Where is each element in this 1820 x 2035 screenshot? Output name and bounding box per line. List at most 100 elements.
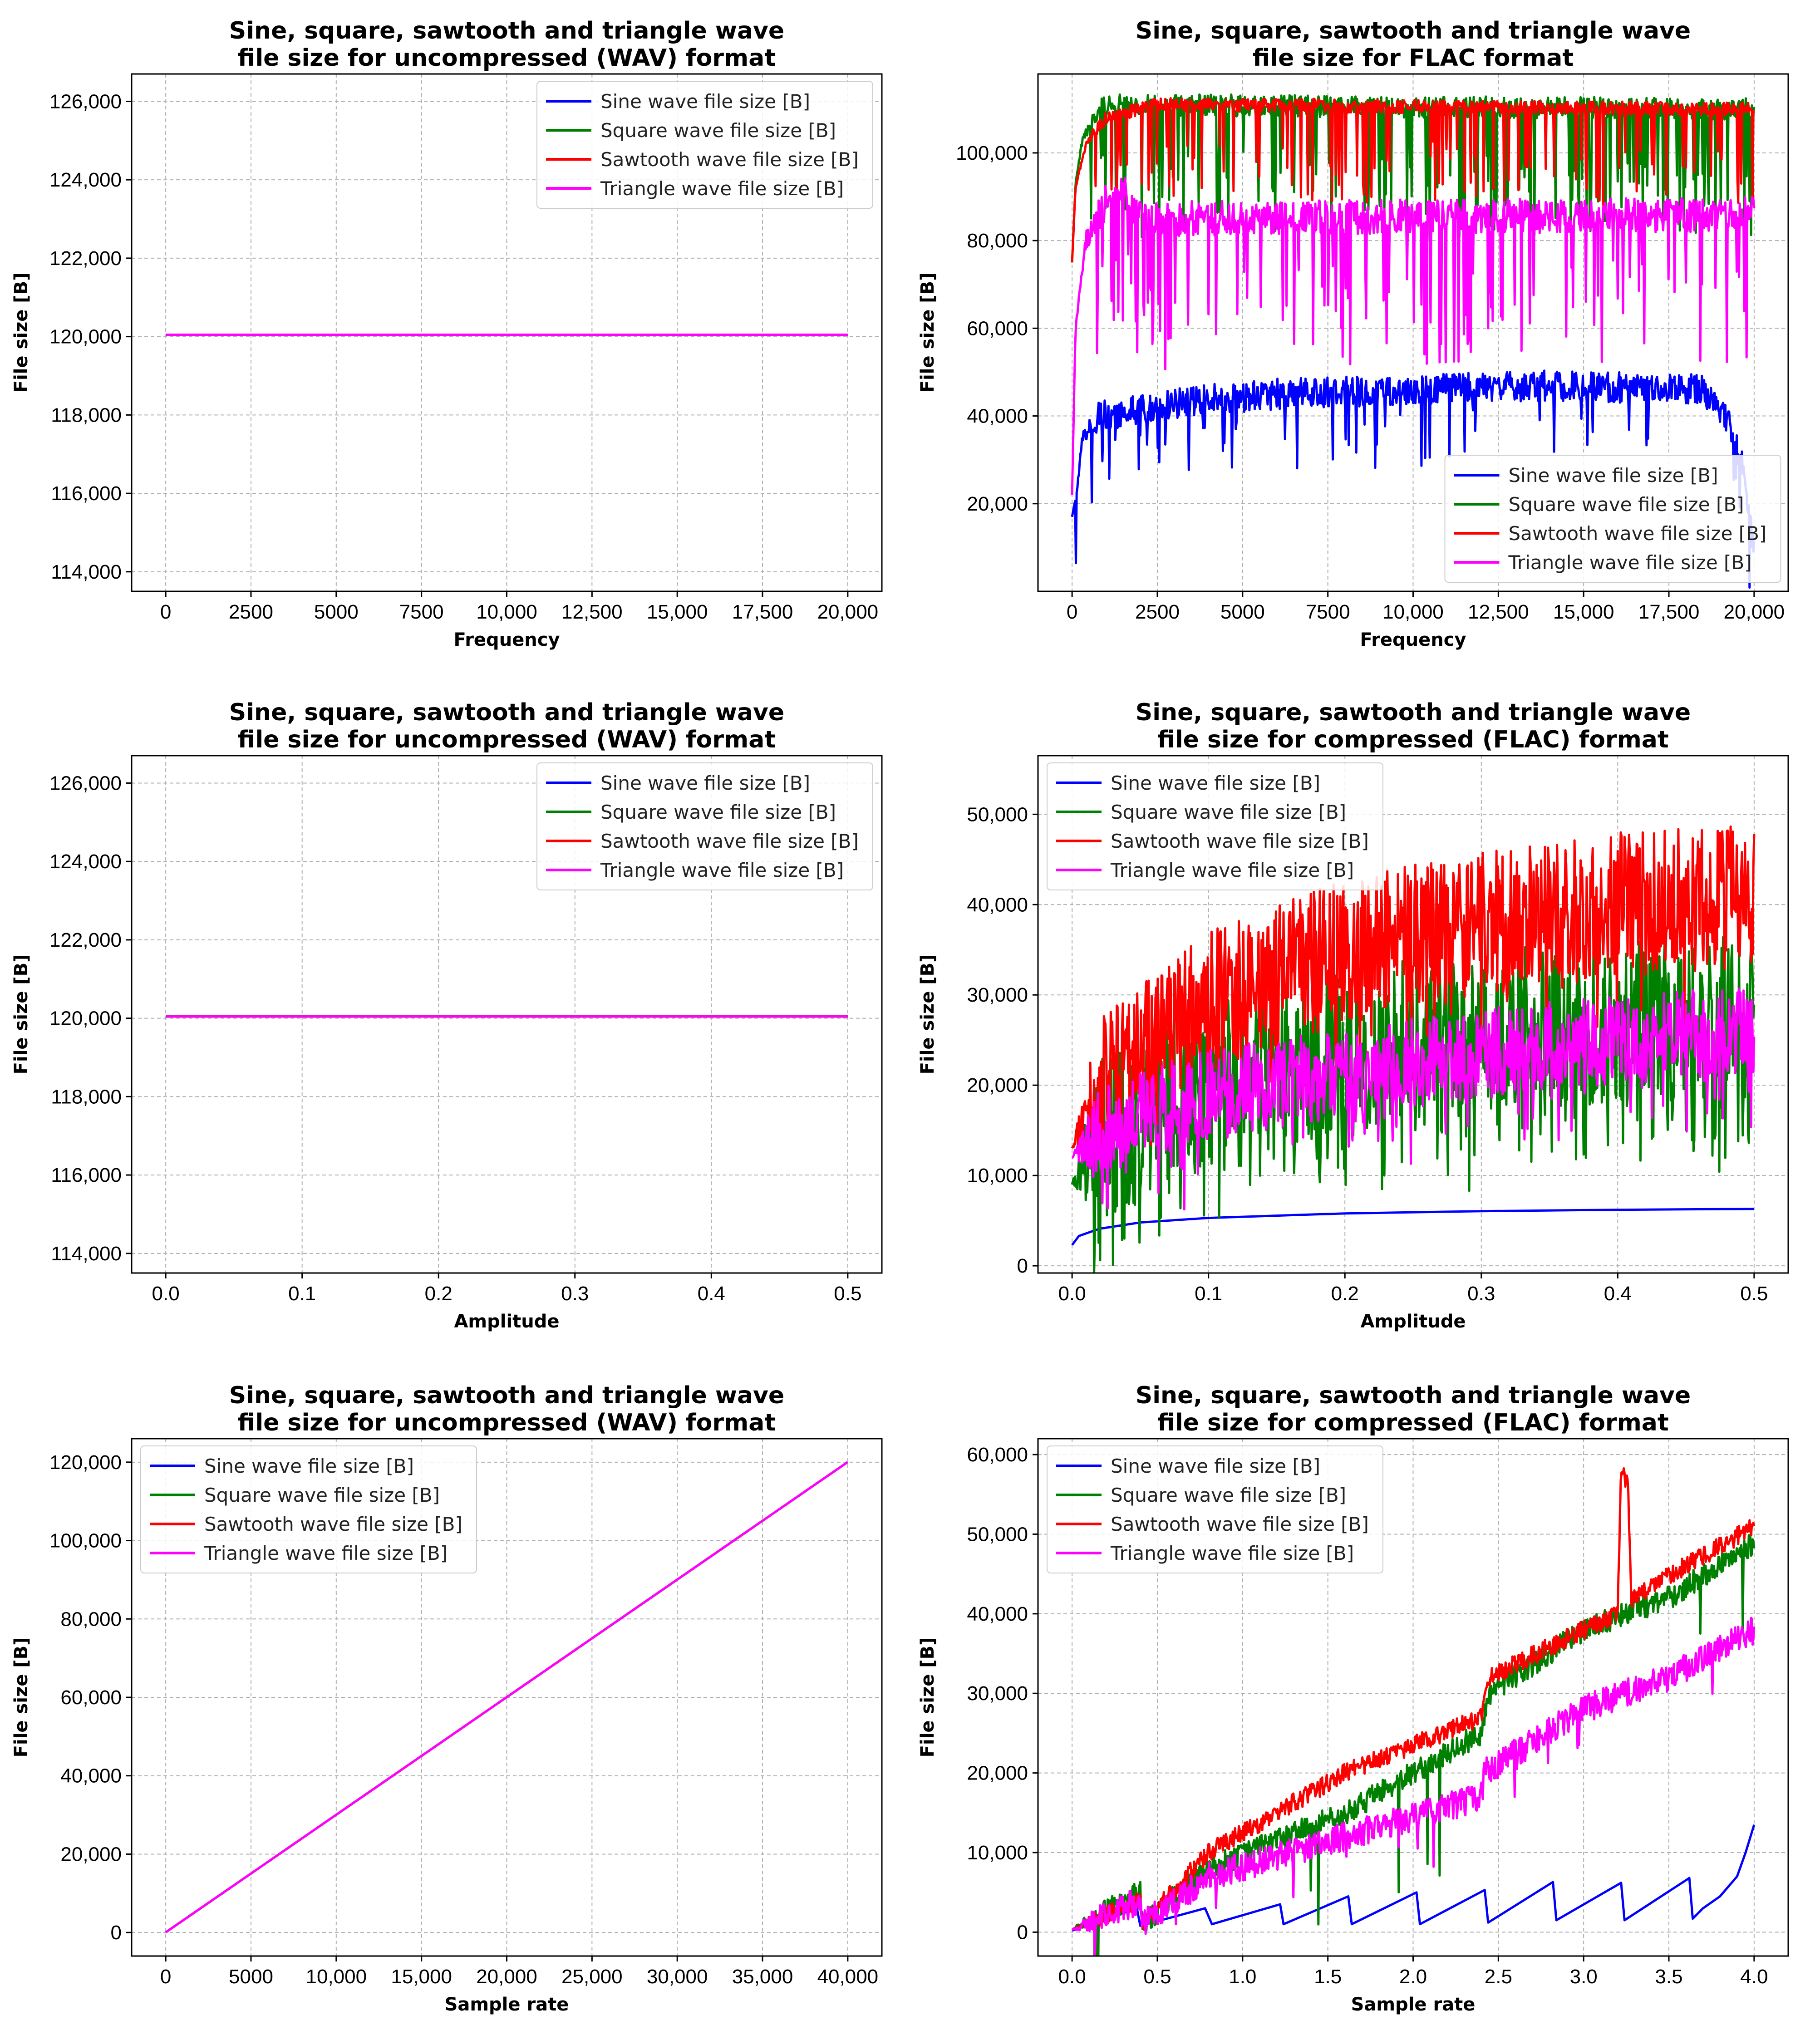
chart-6: Sine, square, sawtooth and triangle wave… <box>917 1382 1789 2015</box>
legend-label: Triangle wave file size [B] <box>600 177 844 200</box>
y-tick-label: 0 <box>1017 1921 1028 1943</box>
y-tick-label: 118,000 <box>51 1086 122 1108</box>
x-tick-label: 0.1 <box>288 1283 316 1305</box>
y-tick-label: 122,000 <box>49 247 122 270</box>
x-tick-label: 5000 <box>314 601 359 623</box>
legend-label: Sawtooth wave file size [B] <box>204 1513 462 1535</box>
legend-label: Sine wave file size [B] <box>1111 1455 1320 1477</box>
series-line-triangle <box>165 1461 849 1933</box>
series-line-sawtooth <box>1071 825 1756 1153</box>
x-axis-label: Amplitude <box>454 1311 559 1332</box>
y-tick-label: 60,000 <box>967 317 1028 339</box>
x-tick-label: 35,000 <box>732 1966 793 1988</box>
series-line-sawtooth <box>1071 97 1756 263</box>
x-tick-label: 1.5 <box>1314 1966 1342 1988</box>
y-tick-label: 10,000 <box>967 1842 1028 1864</box>
legend-label: Triangle wave file size [B] <box>1110 1542 1354 1564</box>
x-tick-label: 20,000 <box>476 1966 537 1988</box>
series-line-sine <box>1071 1208 1754 1246</box>
series-group <box>165 1461 849 1933</box>
chart-2: Sine, square, sawtooth and triangle wave… <box>917 17 1789 650</box>
x-tick-label: 0.4 <box>698 1283 725 1305</box>
legend-box <box>536 81 873 209</box>
y-tick-label: 80,000 <box>967 230 1028 252</box>
y-axis-label: File size [B] <box>917 273 938 393</box>
y-tick-label: 30,000 <box>967 984 1028 1006</box>
y-tick-label: 50,000 <box>967 1523 1028 1545</box>
chart-title: Sine, square, sawtooth and triangle wave… <box>1136 1382 1691 1436</box>
x-axis-label: Sample rate <box>445 1994 569 2015</box>
legend: Sine wave file size [B] Square wave file … <box>1047 762 1383 890</box>
x-tick-label: 3.0 <box>1570 1966 1598 1988</box>
y-axis-label: File size [B] <box>11 1637 32 1758</box>
x-tick-label: 0.2 <box>1331 1283 1359 1305</box>
legend: Sine wave file size [B] Square wave file … <box>1444 455 1781 583</box>
y-tick-label: 122,000 <box>49 929 122 951</box>
legend-label: Sine wave file size [B] <box>204 1455 414 1477</box>
y-tick-label: 20,000 <box>967 493 1028 515</box>
legend-label: Sawtooth wave file size [B] <box>1111 1513 1369 1535</box>
legend: Sine wave file size [B] Square wave file … <box>536 81 873 209</box>
series-group <box>1071 93 1756 589</box>
legend-label: Sawtooth wave file size [B] <box>600 148 859 171</box>
x-tick-label: 5000 <box>229 1966 273 1988</box>
x-tick-label: 0.0 <box>1058 1283 1086 1305</box>
legend-label: Triangle wave file size [B] <box>204 1542 448 1564</box>
x-tick-label: 0 <box>1067 601 1077 623</box>
y-tick-label: 114,000 <box>51 561 122 583</box>
series-line-sawtooth <box>1072 1467 1756 1931</box>
x-tick-label: 0.0 <box>1058 1966 1086 1988</box>
x-tick-label: 30,000 <box>647 1966 708 1988</box>
series-line-sine <box>1071 369 1756 589</box>
x-tick-label: 0.5 <box>1143 1966 1171 1988</box>
legend-box <box>140 1445 477 1573</box>
chart-title: Sine, square, sawtooth and triangle wave… <box>1136 699 1691 753</box>
y-tick-label: 20,000 <box>60 1843 122 1865</box>
legend-label: Sawtooth wave file size [B] <box>600 830 859 852</box>
legend-box <box>536 762 873 890</box>
legend-label: Triangle wave file size [B] <box>600 859 844 881</box>
y-tick-label: 60,000 <box>60 1686 122 1709</box>
y-tick-label: 120,000 <box>49 1008 122 1030</box>
x-tick-label: 7500 <box>399 601 444 623</box>
x-tick-label: 12,500 <box>1468 601 1529 623</box>
x-tick-label: 7500 <box>1306 601 1350 623</box>
legend: Sine wave file size [B] Square wave file … <box>140 1445 477 1573</box>
y-tick-label: 116,000 <box>51 1164 122 1186</box>
y-tick-label: 118,000 <box>51 404 122 426</box>
y-axis-label: File size [B] <box>917 1637 938 1758</box>
x-tick-label: 5000 <box>1220 601 1265 623</box>
chart-3: Sine, square, sawtooth and triangle wave… <box>11 699 883 1332</box>
legend-label: Sine wave file size [B] <box>600 90 810 113</box>
x-tick-label: 2.5 <box>1485 1966 1512 1988</box>
legend-label: Triangle wave file size [B] <box>1508 551 1752 574</box>
y-tick-label: 126,000 <box>49 90 122 113</box>
y-tick-label: 40,000 <box>60 1765 122 1787</box>
chart-title: Sine, square, sawtooth and triangle wave… <box>1136 17 1691 72</box>
series-group <box>1071 825 1756 1273</box>
x-tick-label: 40,000 <box>817 1966 879 1988</box>
x-tick-label: 25,000 <box>561 1966 623 1988</box>
x-tick-label: 0 <box>160 1966 171 1988</box>
y-axis-label: File size [B] <box>917 954 938 1075</box>
x-tick-label: 10,000 <box>306 1966 367 1988</box>
chart-title: Sine, square, sawtooth and triangle wave… <box>229 699 784 753</box>
x-tick-label: 2500 <box>1135 601 1180 623</box>
y-tick-label: 40,000 <box>967 405 1028 428</box>
y-tick-label: 116,000 <box>51 482 122 505</box>
legend-label: Square wave file size [B] <box>1509 493 1744 516</box>
x-tick-label: 0.5 <box>834 1283 861 1305</box>
y-tick-label: 10,000 <box>967 1165 1028 1187</box>
y-tick-label: 120,000 <box>49 1451 122 1474</box>
x-tick-label: 1.0 <box>1229 1966 1256 1988</box>
x-tick-label: 15,000 <box>1553 601 1614 623</box>
x-tick-label: 0.5 <box>1740 1283 1768 1305</box>
legend-label: Sine wave file size [B] <box>1111 772 1320 794</box>
y-tick-label: 50,000 <box>967 803 1028 826</box>
legend-box <box>1047 1445 1383 1573</box>
x-tick-label: 15,000 <box>391 1966 452 1988</box>
legend-label: Sine wave file size [B] <box>1509 464 1718 487</box>
series-line-sine <box>1072 1824 1756 1932</box>
y-tick-label: 114,000 <box>51 1243 122 1265</box>
